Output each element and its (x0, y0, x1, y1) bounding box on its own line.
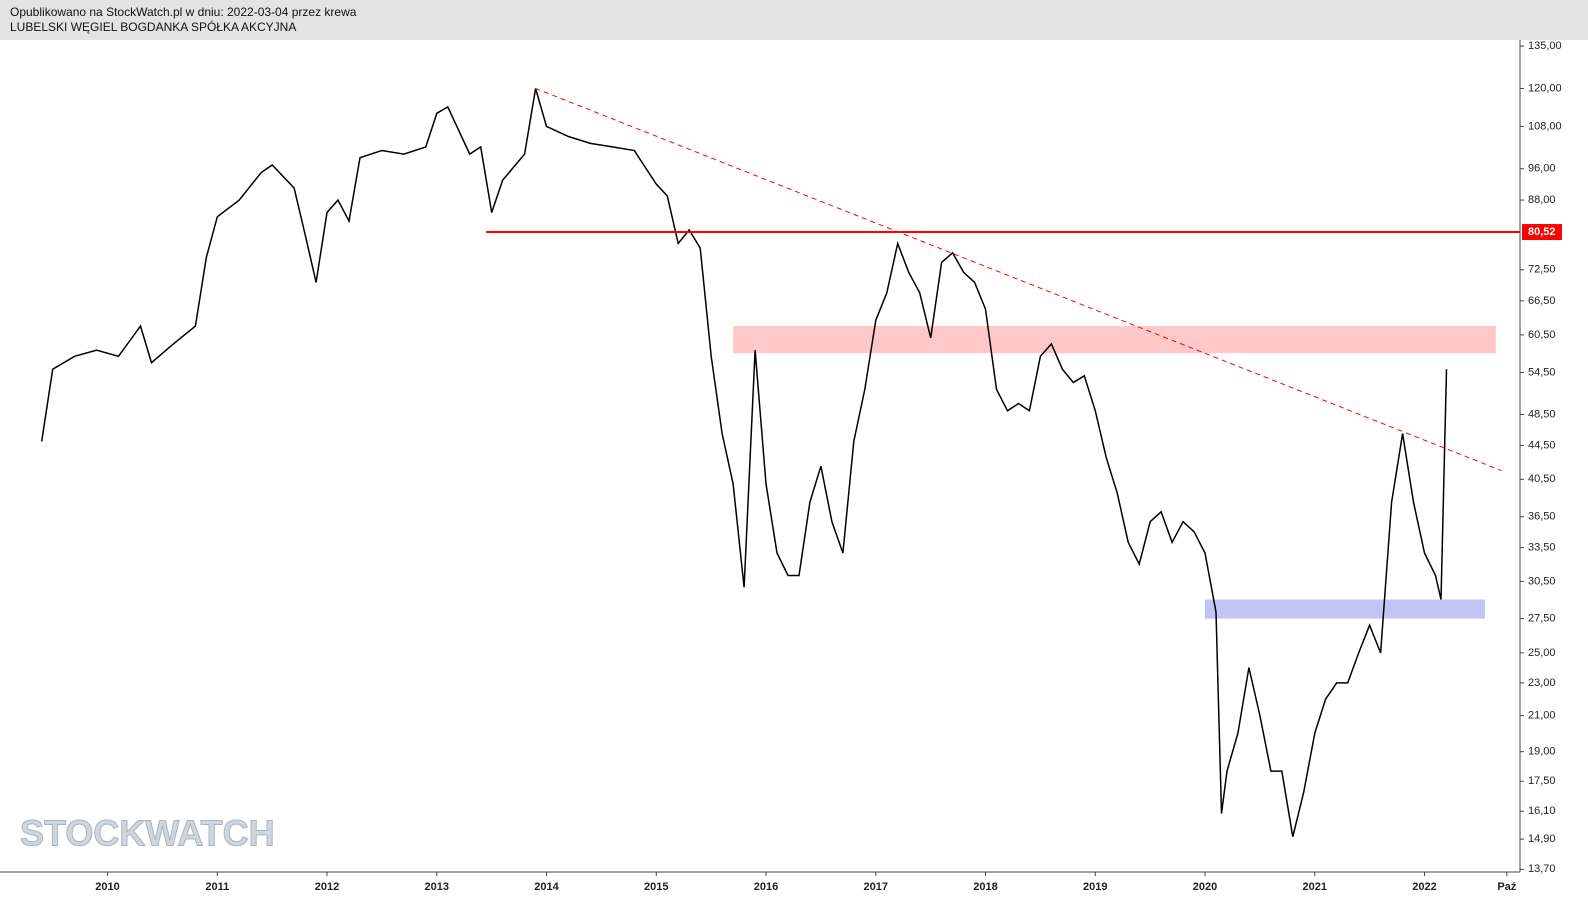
x-tick-label: Paź (1497, 881, 1516, 893)
y-tick-label: 60,50 (1528, 329, 1556, 341)
y-tick-label: 54,50 (1528, 366, 1556, 378)
x-tick-label: 2022 (1412, 881, 1436, 893)
y-tick-label: 96,00 (1528, 163, 1556, 175)
y-tick-label: 21,00 (1528, 710, 1556, 722)
y-tick-label: 120,00 (1528, 82, 1562, 94)
x-tick-label: 2020 (1193, 881, 1217, 893)
zone (1205, 599, 1485, 619)
y-tick-label: 14,90 (1528, 833, 1556, 845)
y-tick-label: 23,00 (1528, 677, 1556, 689)
header-bar (0, 0, 1588, 40)
y-tick-label: 30,50 (1528, 575, 1556, 587)
y-tick-label: 72,50 (1528, 264, 1556, 276)
x-tick-label: 2013 (425, 881, 449, 893)
y-tick-label: 19,00 (1528, 746, 1556, 758)
y-tick-label: 13,70 (1528, 863, 1556, 875)
x-tick-label: 2019 (1083, 881, 1107, 893)
y-tick-label: 17,50 (1528, 775, 1556, 787)
x-tick-label: 2014 (534, 881, 559, 893)
y-tick-label: 48,50 (1528, 408, 1556, 420)
price-line (40, 88, 1448, 837)
company-name: LUBELSKI WĘGIEL BOGDANKA SPÓŁKA AKCYJNA (10, 19, 296, 34)
y-tick-label: 44,50 (1528, 439, 1556, 451)
watermark: STOCKWATCH (20, 813, 275, 854)
x-tick-label: 2021 (1303, 881, 1327, 893)
price-label: 80,52 (1528, 226, 1556, 238)
y-tick-label: 108,00 (1528, 120, 1562, 132)
y-tick-label: 135,00 (1528, 40, 1562, 52)
price-label-box (1522, 224, 1562, 241)
x-tick-label: 2015 (644, 881, 668, 893)
y-tick-label: 40,50 (1528, 473, 1556, 485)
zone (733, 326, 1496, 354)
x-tick-label: 2017 (864, 881, 888, 893)
published-text: Opublikowano na StockWatch.pl w dniu: 20… (10, 5, 357, 19)
y-tick-label: 25,00 (1528, 647, 1556, 659)
y-tick-label: 36,50 (1528, 511, 1556, 523)
x-tick-label: 2018 (973, 881, 997, 893)
x-tick-label: 2016 (754, 881, 778, 893)
x-tick-label: 2011 (205, 881, 229, 893)
y-tick-label: 16,10 (1528, 805, 1556, 817)
x-tick-label: 2010 (95, 881, 119, 893)
y-tick-label: 33,50 (1528, 541, 1556, 553)
x-tick-label: 2012 (315, 881, 339, 893)
trendline (535, 87, 1502, 471)
y-tick-label: 88,00 (1528, 194, 1556, 206)
y-tick-label: 66,50 (1528, 295, 1556, 307)
y-tick-label: 27,50 (1528, 613, 1556, 625)
